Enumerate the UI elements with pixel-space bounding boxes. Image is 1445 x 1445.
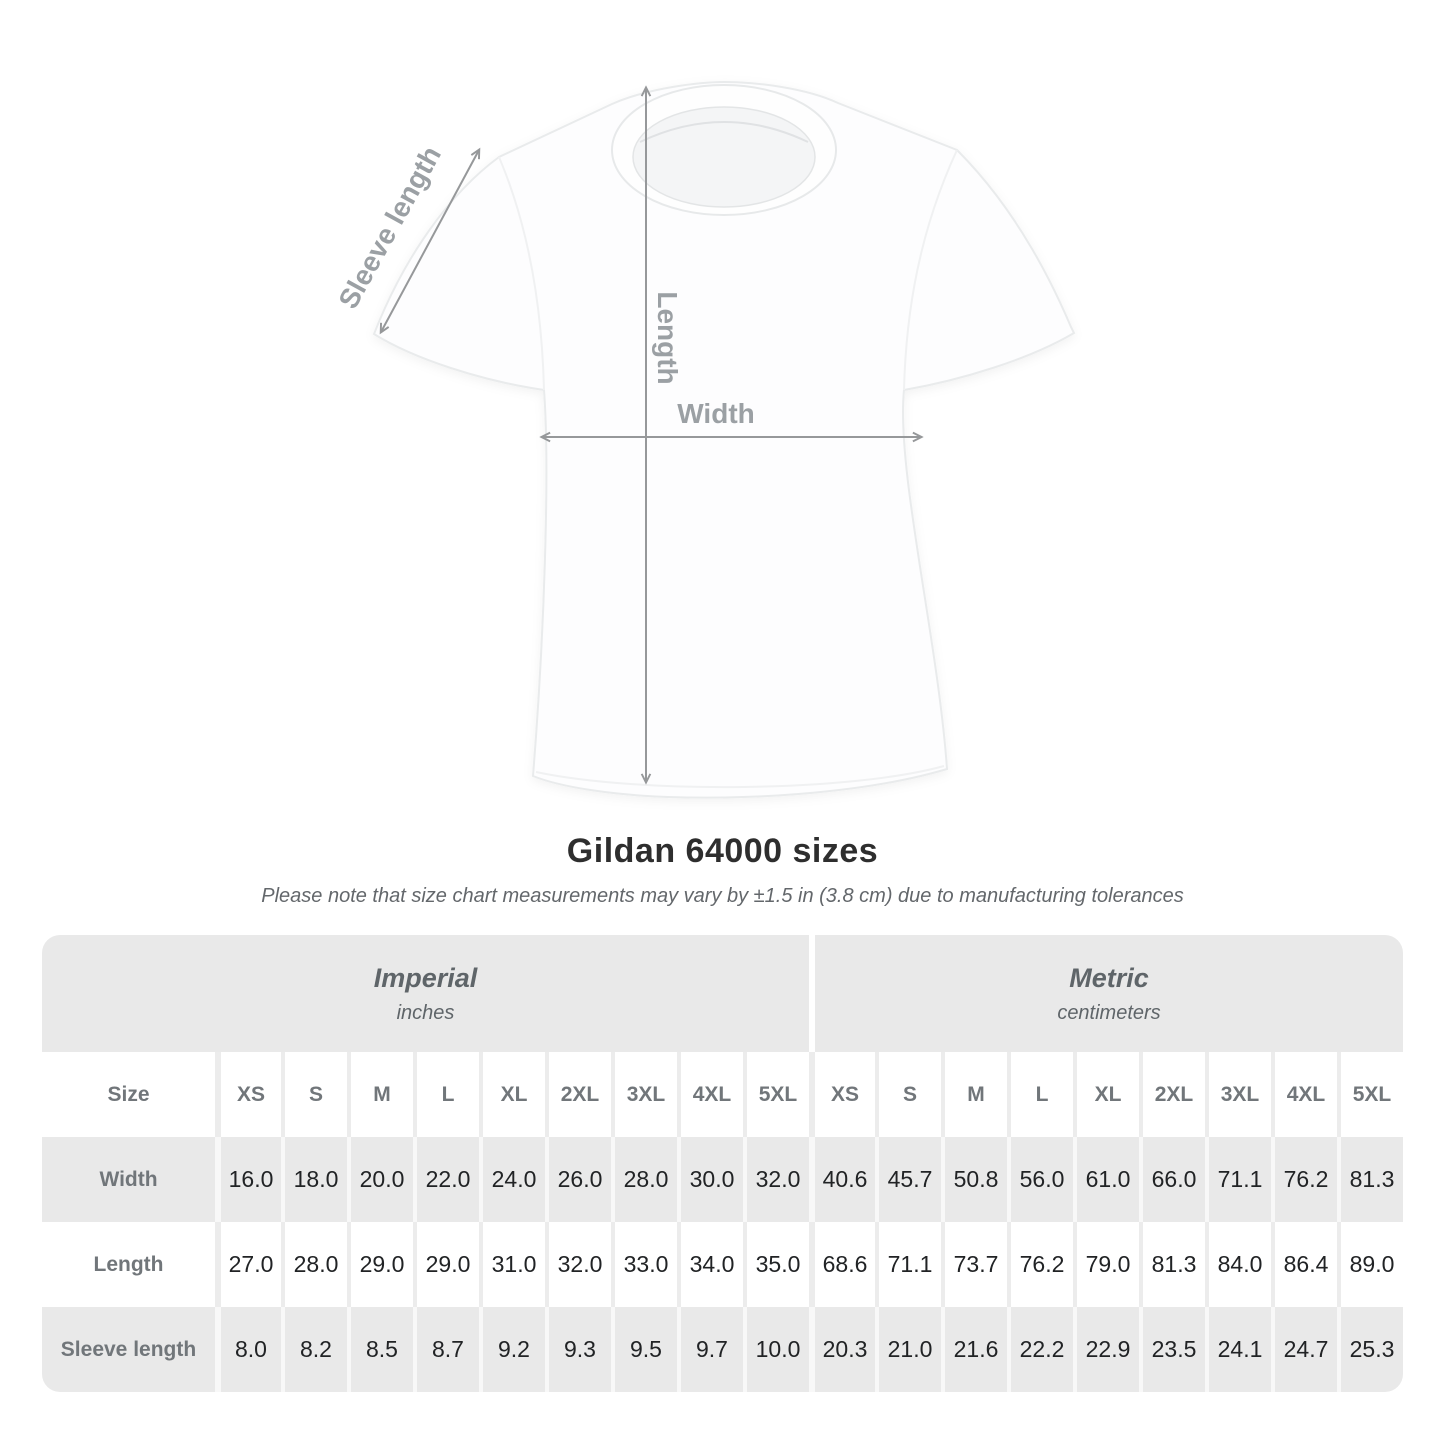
width-metric-5xl: 81.3 — [1337, 1137, 1403, 1222]
metric-header: Metric centimeters — [809, 935, 1403, 1052]
length-imperial-s: 28.0 — [281, 1222, 347, 1307]
length-metric-2xl: 81.3 — [1139, 1222, 1205, 1307]
width-imperial-2xl: 26.0 — [545, 1137, 611, 1222]
width-metric-m: 50.8 — [941, 1137, 1007, 1222]
sleeve-metric-xl: 22.9 — [1073, 1307, 1139, 1392]
size-header-imperial-s: S — [281, 1052, 347, 1137]
size-header-metric-l: L — [1007, 1052, 1073, 1137]
width-imperial-4xl: 30.0 — [677, 1137, 743, 1222]
width-metric-s: 45.7 — [875, 1137, 941, 1222]
length-imperial-xs: 27.0 — [215, 1222, 281, 1307]
width-metric-4xl: 76.2 — [1271, 1137, 1337, 1222]
metric-subtitle: centimeters — [1057, 1001, 1161, 1024]
width-metric-3xl: 71.1 — [1205, 1137, 1271, 1222]
width-imperial-xl: 24.0 — [479, 1137, 545, 1222]
length-metric-5xl: 89.0 — [1337, 1222, 1403, 1307]
width-imperial-3xl: 28.0 — [611, 1137, 677, 1222]
size-header-metric-m: M — [941, 1052, 1007, 1137]
sleeve-imperial-3xl: 9.5 — [611, 1307, 677, 1392]
row-label-sleeve-length: Sleeve length — [42, 1307, 215, 1392]
size-header-imperial-5xl: 5XL — [743, 1052, 809, 1137]
sleeve-imperial-xs: 8.0 — [215, 1307, 281, 1392]
row-label-width: Width — [42, 1137, 215, 1222]
length-imperial-3xl: 33.0 — [611, 1222, 677, 1307]
width-metric-xs: 40.6 — [809, 1137, 875, 1222]
size-column-header: Size — [42, 1052, 215, 1137]
width-metric-2xl: 66.0 — [1139, 1137, 1205, 1222]
size-header-imperial-3xl: 3XL — [611, 1052, 677, 1137]
tolerance-note: Please note that size chart measurements… — [261, 885, 1184, 907]
width-imperial-xs: 16.0 — [215, 1137, 281, 1222]
width-metric-l: 56.0 — [1007, 1137, 1073, 1222]
page-title: Gildan 64000 sizes — [566, 832, 879, 870]
tshirt-diagram-svg: Width Length Sleeve length — [332, 80, 1076, 799]
sleeve-metric-2xl: 23.5 — [1139, 1307, 1205, 1392]
length-imperial-xl: 31.0 — [479, 1222, 545, 1307]
length-metric-s: 71.1 — [875, 1222, 941, 1307]
sleeve-imperial-5xl: 10.0 — [743, 1307, 809, 1392]
length-label: Length — [652, 291, 683, 384]
length-metric-l: 76.2 — [1007, 1222, 1073, 1307]
size-header-imperial-4xl: 4XL — [677, 1052, 743, 1137]
sleeve-imperial-4xl: 9.7 — [677, 1307, 743, 1392]
size-header-metric-3xl: 3XL — [1205, 1052, 1271, 1137]
length-metric-3xl: 84.0 — [1205, 1222, 1271, 1307]
size-header-imperial-l: L — [413, 1052, 479, 1137]
size-header-metric-5xl: 5XL — [1337, 1052, 1403, 1137]
imperial-header: Imperial inches — [42, 935, 809, 1052]
sleeve-imperial-m: 8.5 — [347, 1307, 413, 1392]
sleeve-metric-xs: 20.3 — [809, 1307, 875, 1392]
length-imperial-l: 29.0 — [413, 1222, 479, 1307]
width-metric-xl: 61.0 — [1073, 1137, 1139, 1222]
sleeve-metric-4xl: 24.7 — [1271, 1307, 1337, 1392]
sleeve-imperial-xl: 9.2 — [479, 1307, 545, 1392]
size-chart-table: Imperial inches Metric centimeters Size … — [42, 935, 1403, 1392]
tshirt-image — [372, 80, 1076, 799]
size-header-imperial-xs: XS — [215, 1052, 281, 1137]
width-imperial-l: 22.0 — [413, 1137, 479, 1222]
sleeve-imperial-l: 8.7 — [413, 1307, 479, 1392]
width-imperial-s: 18.0 — [281, 1137, 347, 1222]
size-header-metric-4xl: 4XL — [1271, 1052, 1337, 1137]
imperial-title: Imperial — [373, 962, 478, 993]
sleeve-metric-3xl: 24.1 — [1205, 1307, 1271, 1392]
width-imperial-5xl: 32.0 — [743, 1137, 809, 1222]
sleeve-imperial-2xl: 9.3 — [545, 1307, 611, 1392]
sleeve-metric-m: 21.6 — [941, 1307, 1007, 1392]
length-imperial-2xl: 32.0 — [545, 1222, 611, 1307]
sleeve-metric-5xl: 25.3 — [1337, 1307, 1403, 1392]
sleeve-metric-l: 22.2 — [1007, 1307, 1073, 1392]
length-metric-xs: 68.6 — [809, 1222, 875, 1307]
length-metric-4xl: 86.4 — [1271, 1222, 1337, 1307]
size-header-metric-s: S — [875, 1052, 941, 1137]
size-header-imperial-m: M — [347, 1052, 413, 1137]
length-metric-m: 73.7 — [941, 1222, 1007, 1307]
row-label-length: Length — [42, 1222, 215, 1307]
sleeve-imperial-s: 8.2 — [281, 1307, 347, 1392]
size-header-imperial-2xl: 2XL — [545, 1052, 611, 1137]
imperial-subtitle: inches — [396, 1001, 455, 1024]
metric-title: Metric — [1069, 962, 1149, 993]
sleeve-length-arrow — [381, 150, 479, 332]
width-imperial-m: 20.0 — [347, 1137, 413, 1222]
length-metric-xl: 79.0 — [1073, 1222, 1139, 1307]
size-header-metric-2xl: 2XL — [1139, 1052, 1205, 1137]
length-imperial-4xl: 34.0 — [677, 1222, 743, 1307]
size-header-metric-xl: XL — [1073, 1052, 1139, 1137]
tshirt-measurement-diagram: Width Length Sleeve length — [332, 80, 1076, 799]
sleeve-metric-s: 21.0 — [875, 1307, 941, 1392]
size-header-metric-xs: XS — [809, 1052, 875, 1137]
length-imperial-5xl: 35.0 — [743, 1222, 809, 1307]
width-label: Width — [677, 398, 755, 429]
length-imperial-m: 29.0 — [347, 1222, 413, 1307]
size-header-imperial-xl: XL — [479, 1052, 545, 1137]
